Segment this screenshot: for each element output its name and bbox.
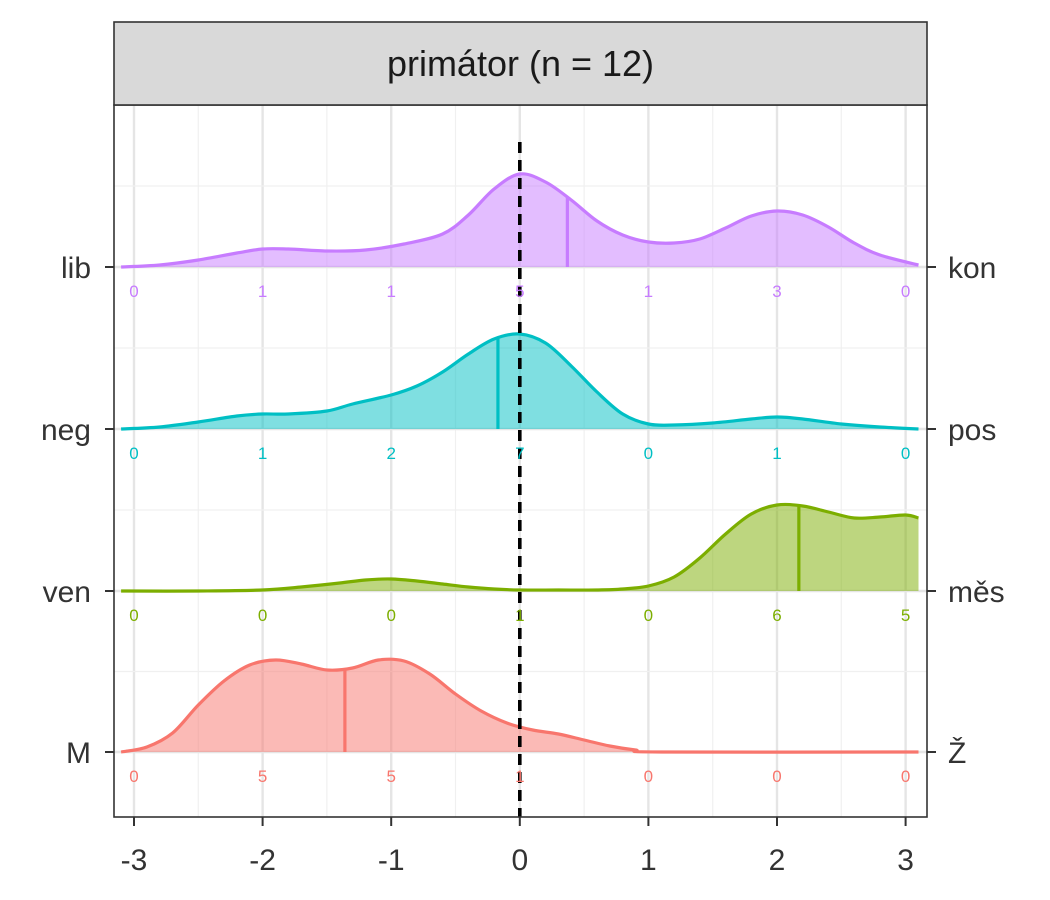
count-label: 5 [901, 606, 910, 625]
y-tick-label-right: měs [948, 576, 1005, 609]
x-tick-label: -2 [249, 844, 276, 877]
count-label: 0 [258, 606, 267, 625]
count-label: 0 [129, 606, 138, 625]
x-tick-label: 3 [897, 844, 914, 877]
count-label: 0 [386, 606, 395, 625]
count-label: 0 [129, 282, 138, 301]
count-label: 1 [258, 282, 267, 301]
count-label: 1 [644, 282, 653, 301]
count-label: 1 [772, 444, 781, 463]
density-fill [121, 659, 919, 753]
y-tick-label-left: lib [61, 252, 91, 285]
axes: -3 -2 -1 0 1 2 3 lib kon neg pos ven měs M Ž [41, 252, 1005, 877]
count-label: 2 [386, 444, 395, 463]
y-tick-label-left: neg [41, 414, 91, 447]
count-label: 5 [258, 767, 267, 786]
count-label: 3 [772, 282, 781, 301]
count-label: 5 [386, 767, 395, 786]
density-series-M [120, 657, 919, 754]
count-label: 0 [901, 282, 910, 301]
count-label: 0 [901, 444, 910, 463]
x-tick-label: 1 [640, 844, 657, 877]
y-tick-label-left: M [66, 737, 91, 770]
y-tick-label-left: ven [43, 576, 91, 609]
count-label: 0 [901, 767, 910, 786]
count-label: 5 [515, 282, 524, 301]
density-series-ven [121, 502, 919, 593]
x-tick-label: -1 [378, 844, 405, 877]
density-line [120, 657, 919, 754]
count-label: 0 [772, 767, 781, 786]
x-tick-label: 0 [511, 844, 528, 877]
density-line [121, 172, 919, 269]
density-fill [121, 504, 919, 592]
count-labels: 0 1 1 5 1 3 0 0 1 2 7 0 1 0 0 0 0 1 0 6 5 0 5 5 1 0 0 0 [129, 282, 910, 786]
count-label: 1 [258, 444, 267, 463]
y-tick-label-right: Ž [948, 737, 966, 770]
count-label: 1 [515, 767, 524, 786]
count-label: 0 [644, 606, 653, 625]
strip-title: primátor (n = 12) [387, 43, 654, 84]
count-label: 0 [129, 767, 138, 786]
x-tick-label: 2 [769, 844, 786, 877]
count-label: 6 [772, 606, 781, 625]
count-label: 0 [644, 767, 653, 786]
count-label: 1 [386, 282, 395, 301]
strip-background [113, 21, 928, 106]
count-label: 0 [129, 444, 138, 463]
y-tick-label-right: kon [948, 252, 996, 285]
y-tick-label-right: pos [948, 414, 996, 447]
density-line [121, 502, 919, 593]
count-label: 0 [644, 444, 653, 463]
x-tick-label: -3 [121, 844, 148, 877]
density-line [121, 332, 919, 431]
count-label: 1 [515, 606, 524, 625]
count-label: 7 [515, 444, 524, 463]
